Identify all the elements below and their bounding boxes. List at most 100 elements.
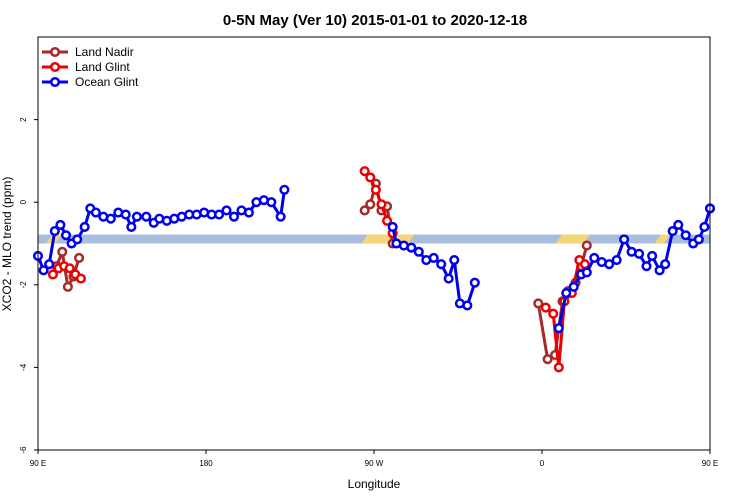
- land-band: [654, 234, 671, 244]
- x-axis-title: Longitude: [348, 477, 401, 491]
- y-tick-label: 2: [19, 117, 28, 122]
- data-point: [47, 269, 58, 280]
- y-tick-label: -4: [19, 363, 28, 371]
- data-point: [611, 254, 622, 266]
- data-point: [126, 221, 137, 233]
- data-point: [641, 261, 652, 272]
- data-point: [38, 265, 49, 276]
- data-point: [462, 300, 473, 311]
- legend-item: Ocean Glint: [42, 75, 139, 89]
- data-point: [469, 277, 480, 288]
- data-point: [540, 302, 551, 313]
- legend-label: Land Glint: [75, 60, 130, 74]
- x-tick-label: 90 E: [30, 459, 46, 468]
- y-tick-label: -2: [19, 281, 28, 289]
- legend-item: Land Glint: [42, 60, 130, 74]
- legend-marker: [49, 61, 61, 73]
- data-point: [221, 205, 232, 216]
- data-point: [55, 219, 66, 230]
- series-land-glint: [47, 166, 590, 373]
- x-axis: 90 E 180 90 W 0 90 E: [30, 450, 718, 468]
- data-point: [428, 252, 439, 264]
- data-point: [62, 281, 73, 292]
- data-point: [693, 234, 704, 245]
- data-point: [561, 288, 572, 299]
- data-point: [57, 246, 68, 257]
- y-tick-label: -6: [19, 446, 28, 454]
- data-point: [105, 213, 116, 224]
- data-point: [141, 211, 152, 222]
- data-point: [533, 298, 544, 309]
- data-point: [581, 267, 592, 278]
- data-point: [634, 248, 645, 259]
- x-tick-label: 90 E: [702, 459, 718, 468]
- x-tick-label: 90 W: [365, 459, 384, 468]
- data-point: [581, 240, 592, 251]
- data-point: [376, 199, 387, 210]
- data-point: [406, 242, 417, 253]
- x-tick-label: 0: [540, 459, 545, 468]
- data-point: [72, 234, 83, 245]
- series-layer: [32, 166, 716, 373]
- data-point: [654, 265, 665, 276]
- series-ocean-glint: [32, 184, 716, 334]
- data-point: [359, 205, 370, 216]
- data-point: [699, 221, 710, 233]
- data-point: [436, 259, 447, 270]
- data-point: [214, 209, 225, 220]
- data-point: [64, 263, 75, 274]
- data-point: [120, 209, 131, 220]
- data-point: [275, 211, 286, 222]
- data-point: [365, 172, 376, 183]
- data-point: [131, 211, 142, 222]
- data-point: [604, 259, 615, 270]
- data-point: [680, 230, 691, 241]
- data-point: [443, 273, 454, 284]
- data-point: [266, 197, 277, 208]
- data-point: [49, 226, 60, 237]
- data-point: [79, 221, 90, 233]
- surface-band: [38, 234, 710, 244]
- data-point: [243, 207, 254, 218]
- y-axis-title: XCO2 - MLO trend (ppm): [0, 177, 14, 312]
- data-point: [75, 273, 86, 284]
- data-point: [90, 207, 101, 218]
- data-point: [667, 226, 678, 237]
- legend-item: Land Nadir: [42, 45, 134, 59]
- data-point: [589, 252, 600, 264]
- data-point: [228, 211, 240, 222]
- data-point: [647, 250, 658, 261]
- x-tick-label: 180: [199, 459, 213, 468]
- data-point: [660, 259, 671, 270]
- data-point: [548, 308, 559, 319]
- land-band: [555, 234, 590, 244]
- data-point: [413, 246, 424, 257]
- data-point: [673, 219, 684, 230]
- series-land-nadir: [51, 178, 592, 365]
- data-point: [60, 230, 72, 241]
- chart-title: 0-5N May (Ver 10) 2015-01-01 to 2020-12-…: [223, 12, 527, 29]
- data-point: [553, 323, 564, 334]
- data-point: [359, 166, 370, 177]
- data-point: [568, 281, 579, 292]
- data-point: [449, 254, 460, 266]
- data-point: [619, 234, 630, 245]
- data-point: [74, 252, 85, 264]
- land-band: [361, 234, 415, 244]
- legend-marker: [49, 46, 61, 58]
- y-tick-label: 0: [19, 199, 28, 204]
- data-point: [382, 215, 393, 226]
- data-point: [387, 221, 398, 233]
- data-point: [279, 184, 290, 195]
- legend-label: Land Nadir: [75, 45, 134, 59]
- data-point: [542, 354, 553, 365]
- data-point: [44, 259, 55, 270]
- data-point: [553, 362, 564, 373]
- data-point: [370, 184, 381, 195]
- legend-marker: [49, 76, 61, 88]
- data-point: [579, 259, 590, 270]
- y-axis: -6 -4 -2 0 2: [19, 117, 38, 454]
- data-point: [365, 199, 376, 210]
